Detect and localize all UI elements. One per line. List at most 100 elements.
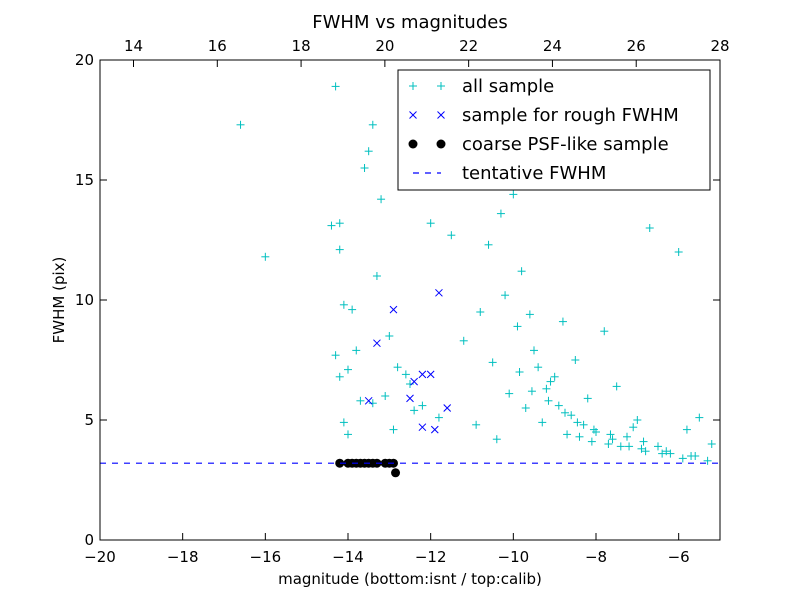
chart-title: FWHM vs magnitudes [312,12,507,33]
all-sample-point [633,416,642,424]
legend-box [397,69,711,191]
all-sample-point [488,358,497,367]
top-tick-label: 26 [627,37,646,55]
all-sample-point [674,248,683,256]
legend-marker [409,111,417,119]
all-sample-point [327,221,336,230]
all-sample-point [426,219,435,228]
legend-entry-rough-fwhm: sample for rough FWHM [409,105,679,126]
all-sample-point [509,190,518,199]
top-tick-label: 20 [375,37,394,55]
all-sample-point [459,336,468,345]
all-sample-point [579,420,588,429]
rough-fwhm-point [410,377,418,386]
all-sample-point [616,442,625,451]
y-tick-label: 0 [84,531,94,549]
all-sample-point [492,435,501,444]
x-tick-label: −8 [585,548,607,566]
all-sample-point [695,413,704,422]
all-sample-point [606,430,615,439]
all-sample-point [344,365,352,374]
all-sample-point [639,437,648,446]
all-sample-point [368,399,377,408]
all-sample-point [372,272,381,280]
top-tick-label: 16 [208,37,227,55]
rough-fwhm-point [443,404,452,412]
x-axis-label: magnitude (bottom:isnt / top:calib) [278,570,542,588]
rough-fwhm-point [418,370,427,379]
all-sample-point [703,456,712,465]
x-tick-label: −20 [84,548,116,566]
legend-marker [437,82,445,90]
all-sample-point [625,442,634,451]
rough-fwhm-point [364,396,373,405]
legend-label: coarse PSF-like sample [462,134,669,155]
legend-entry-tentative-fwhm: tentative FWHM [413,163,606,184]
all-sample-point [339,300,348,309]
y-axis-label: FWHM (pix) [50,257,68,344]
all-sample-point [476,308,485,316]
y-tick-label: 10 [75,291,94,309]
psf-like-point [391,468,401,478]
all-sample-point [344,430,352,439]
all-sample-point [546,377,555,386]
all-sample-point [521,404,530,412]
all-sample-point [544,396,553,405]
all-sample-point [515,368,524,376]
y-tick-label: 20 [75,51,94,69]
all-sample-point [368,120,377,129]
all-sample-point [654,442,662,451]
all-sample-point [447,231,456,240]
legend-entry-all-sample: all sample [409,76,554,97]
all-sample-point [331,351,340,360]
all-sample-point [389,425,398,434]
all-sample-point [682,425,691,434]
x-tick-label: −16 [250,548,282,566]
all-sample-point [377,195,386,204]
all-sample-point [236,120,245,129]
all-sample-point [587,437,596,446]
all-sample-point [352,346,361,355]
y-axis-ticks: 0 5 10 15 20 [75,51,720,549]
all-sample-point [335,245,344,254]
rough-fwhm-point [430,425,439,434]
all-sample-point [410,406,419,415]
all-sample-point [637,444,646,453]
legend-label: sample for rough FWHM [462,105,679,126]
all-sample-point [434,413,443,422]
legend-label: tentative FWHM [462,163,606,184]
all-sample-point [527,387,536,396]
all-sample-point [472,420,481,429]
all-sample-point [563,430,572,439]
all-sample-point [348,305,357,314]
all-sample-point [534,363,543,372]
all-sample-point [558,317,567,326]
x-tick-label: −6 [668,548,690,566]
all-sample-point [573,418,582,427]
rough-fwhm-point [373,339,381,348]
all-sample-point [538,418,547,427]
rough-fwhm-point [389,305,398,314]
all-sample-point [505,389,514,398]
all-sample-point [418,401,427,410]
legend-entry-psf-like: coarse PSF-like sample [408,134,669,155]
top-axis-ticks: 14 16 18 20 22 24 26 28 [124,37,730,67]
top-tick-label: 22 [459,37,478,55]
all-sample-point [561,408,569,417]
all-sample-point [604,440,613,448]
all-sample-point [360,164,369,172]
x-tick-label: −12 [415,548,447,566]
all-sample-point [629,423,638,432]
all-sample-point [583,394,592,403]
all-sample-point [554,401,563,410]
x-axis-ticks: −20 −18 −16 −14 −12 −10 −8 −6 [84,533,690,566]
all-sample-point [641,447,650,456]
all-sample-point [339,418,348,427]
all-sample-point [525,310,534,319]
all-sample-point [501,291,510,300]
legend-marker [436,139,446,149]
all-sample-point [401,370,410,379]
psf-like-point [335,458,345,468]
all-sample-point [385,332,394,340]
